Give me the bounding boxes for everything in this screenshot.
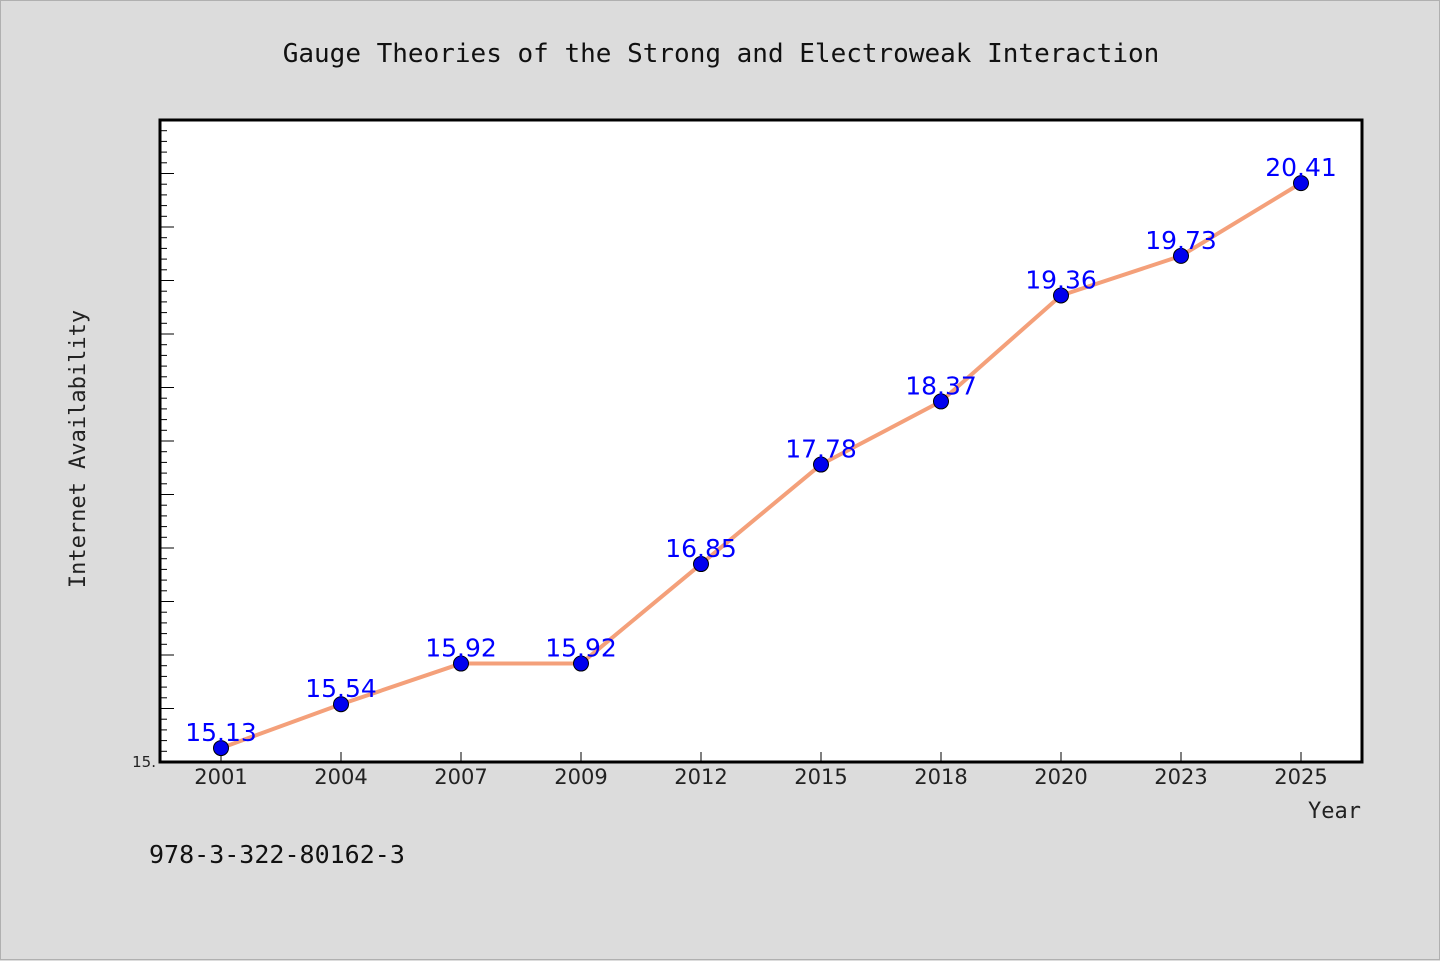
y-axis-label: Internet Availability bbox=[66, 310, 91, 588]
isbn-text: 978-3-322-80162-3 bbox=[149, 840, 405, 869]
x-tick-label: 2025 bbox=[1274, 765, 1327, 789]
x-tick-label: 2023 bbox=[1154, 765, 1207, 789]
data-labels: 15.13 15.54 15.92 15.92 16.85 17.78 18.37 19.36… bbox=[185, 153, 1337, 747]
data-label: 15.92 bbox=[425, 634, 497, 663]
data-point bbox=[333, 696, 349, 713]
data-point bbox=[1173, 247, 1189, 264]
x-tick-label: 2007 bbox=[434, 765, 487, 789]
x-axis-label: Year bbox=[1308, 799, 1361, 824]
x-tick-label: 2004 bbox=[314, 765, 367, 789]
y-tick-label: 15. bbox=[132, 753, 156, 771]
data-point bbox=[933, 393, 949, 410]
data-point bbox=[453, 655, 469, 672]
x-tick-label: 2018 bbox=[914, 765, 967, 789]
data-points bbox=[213, 175, 1309, 757]
data-point bbox=[813, 456, 829, 473]
chart-title: Gauge Theories of the Strong and Electro… bbox=[283, 39, 1160, 69]
x-tick-label: 2020 bbox=[1034, 765, 1087, 789]
plot-area bbox=[158, 118, 1364, 764]
series-line-group bbox=[220, 181, 1303, 750]
data-label: 17.78 bbox=[785, 435, 857, 464]
data-point bbox=[573, 655, 589, 672]
data-label: 15.13 bbox=[185, 718, 257, 747]
x-axis-ticks: 2001 2004 2007 2009 2012 2015 2018 2020 2023 2025 bbox=[194, 752, 1328, 789]
data-label: 19.73 bbox=[1145, 226, 1217, 255]
data-label: 15.54 bbox=[305, 674, 377, 703]
data-point bbox=[213, 740, 229, 757]
x-tick-label: 2015 bbox=[794, 765, 847, 789]
x-tick-label: 2001 bbox=[194, 765, 247, 789]
y-axis-ticks: 15. bbox=[132, 119, 174, 771]
data-point bbox=[1053, 287, 1069, 304]
data-point bbox=[1293, 175, 1309, 192]
data-label: 15.92 bbox=[545, 634, 617, 663]
data-label: 16.85 bbox=[665, 534, 737, 563]
series-line bbox=[220, 181, 1303, 750]
data-label: 19.36 bbox=[1025, 265, 1097, 294]
data-label: 18.37 bbox=[905, 371, 977, 400]
x-tick-label: 2009 bbox=[554, 765, 607, 789]
x-tick-label: 2012 bbox=[674, 765, 727, 789]
data-label: 20.41 bbox=[1265, 153, 1337, 182]
data-point bbox=[693, 556, 709, 573]
